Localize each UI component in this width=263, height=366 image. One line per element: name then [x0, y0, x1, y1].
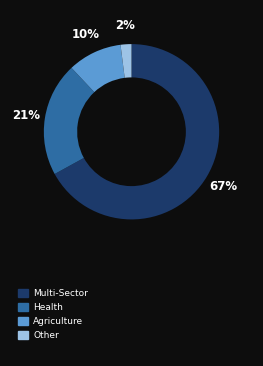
- Wedge shape: [72, 45, 125, 92]
- Wedge shape: [55, 44, 219, 220]
- Wedge shape: [44, 68, 94, 174]
- Text: 10%: 10%: [72, 29, 100, 41]
- Text: 67%: 67%: [210, 180, 238, 193]
- Wedge shape: [120, 44, 132, 78]
- Text: 21%: 21%: [12, 109, 40, 122]
- Text: 2%: 2%: [115, 19, 135, 31]
- Legend: Multi-Sector, Health, Agriculture, Other: Multi-Sector, Health, Agriculture, Other: [18, 289, 88, 340]
